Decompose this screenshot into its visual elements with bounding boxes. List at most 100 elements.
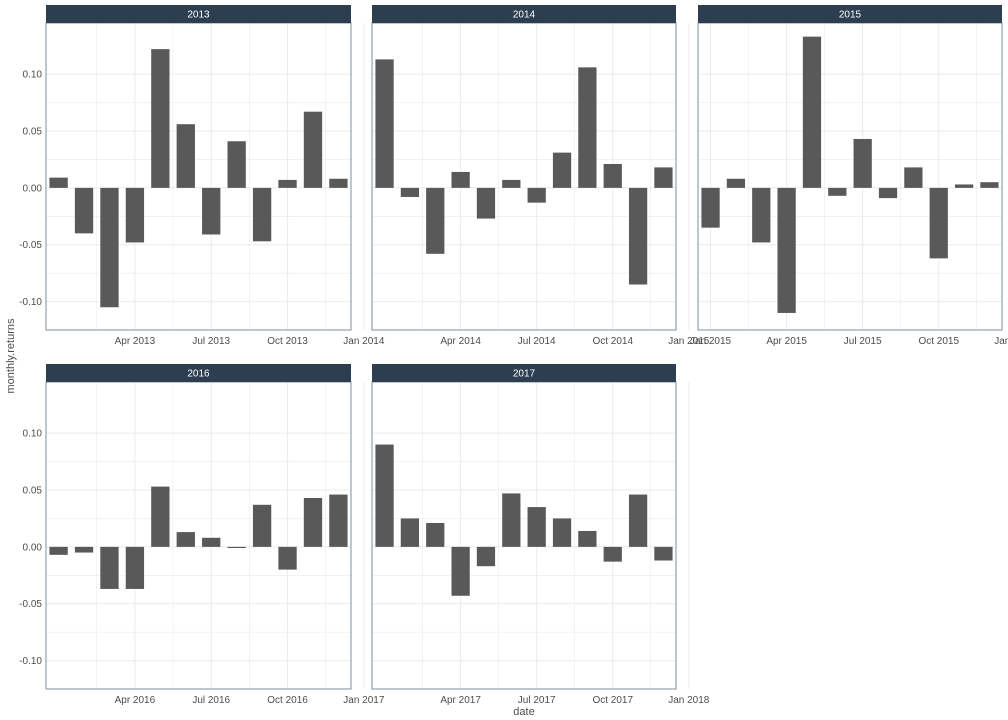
bar-2013-06 — [176, 124, 195, 188]
x-tick-label: Oct 2014 — [592, 336, 633, 347]
y-tick-label: 0.05 — [23, 486, 43, 497]
bar-2015-06 — [828, 187, 847, 196]
bar-2016-03 — [100, 546, 119, 589]
y-tick-label: -0.05 — [19, 240, 42, 251]
x-tick-label: Apr 2016 — [115, 695, 156, 706]
bar-2015-08 — [878, 187, 898, 199]
bar-2013-07 — [202, 187, 221, 235]
y-tick-label: 0.10 — [23, 70, 43, 81]
bar-2015-07 — [853, 138, 872, 188]
bar-2015-05 — [802, 36, 822, 188]
bar-2016-11 — [303, 497, 323, 547]
facet-strip-label: 2014 — [513, 10, 536, 21]
y-tick-label: 0.10 — [23, 429, 43, 440]
bar-2014-09 — [578, 67, 597, 188]
x-tick-label: Jan 2014 — [343, 336, 385, 347]
bar-2017-01 — [375, 444, 394, 547]
x-tick-label: Apr 2014 — [440, 336, 481, 347]
bar-2017-11 — [628, 494, 648, 547]
facet-strip-label: 2017 — [513, 369, 536, 380]
x-tick-label: Jan 2017 — [343, 695, 385, 706]
bar-2014-07 — [527, 187, 546, 203]
bar-2015-11 — [954, 184, 974, 188]
x-tick-label: Jul 2013 — [192, 336, 230, 347]
bar-2014-05 — [476, 187, 496, 219]
y-tick-label: -0.05 — [19, 599, 42, 610]
x-axis-title: date — [513, 706, 534, 718]
x-tick-label: Jul 2017 — [518, 695, 556, 706]
bar-2016-10 — [278, 546, 297, 570]
bar-2013-10 — [278, 179, 297, 188]
y-tick-label: -0.10 — [19, 297, 42, 308]
bar-2014-10 — [603, 163, 622, 188]
bar-2014-02 — [400, 187, 420, 197]
facet-panel-2016: 2016 0.10 0.05 0.00 -0.05 -0.10 Apr 2016 Jul 20… — [19, 364, 385, 706]
facet-strip-label: 2015 — [839, 10, 862, 21]
bar-2013-02 — [74, 187, 94, 234]
bar-2014-04 — [451, 171, 470, 188]
bar-2013-03 — [100, 187, 119, 308]
facet-strip — [46, 5, 351, 23]
facet-strip — [698, 5, 1002, 23]
y-tick-label: 0.05 — [23, 127, 43, 138]
bar-2014-03 — [426, 187, 445, 254]
bar-2016-05 — [151, 486, 170, 547]
bar-2015-04 — [777, 187, 796, 313]
y-tick-label: 0.00 — [23, 183, 43, 194]
x-tick-label: Jan 2015 — [690, 336, 732, 347]
x-tick-label: Apr 2017 — [440, 695, 481, 706]
bar-2017-09 — [578, 530, 597, 547]
x-tick-label: Oct 2015 — [918, 336, 959, 347]
bar-2017-12 — [654, 546, 673, 561]
facet-panel-2017: 2017 Apr 2017 Jul 2017 Oct 2017 Jan 2018 — [371, 364, 710, 706]
bar-2016-12 — [329, 494, 348, 547]
bar-2016-01 — [49, 546, 68, 555]
facet-strip — [372, 5, 676, 23]
x-tick-label: Jan 2016 — [994, 336, 1008, 347]
x-tick-label: Oct 2016 — [267, 695, 308, 706]
x-tick-label: Oct 2017 — [592, 695, 633, 706]
x-tick-label: Jul 2014 — [518, 336, 556, 347]
y-tick-label: 0.00 — [23, 542, 43, 553]
bar-2015-09 — [904, 167, 923, 188]
bar-2017-02 — [400, 518, 420, 547]
bar-2013-11 — [303, 111, 323, 188]
bar-2013-09 — [252, 187, 272, 242]
bar-2017-10 — [603, 546, 622, 562]
panel-border — [697, 22, 1003, 331]
bar-2015-12 — [980, 182, 999, 188]
bar-2014-11 — [628, 187, 648, 285]
bar-2014-01 — [375, 59, 394, 188]
bar-2015-02 — [726, 178, 746, 188]
facet-panel-2013: 2013 0.10 0.05 0.00 -0.05 -0.10 Apr 2013 Jul 20… — [19, 5, 385, 347]
bar-2015-10 — [929, 187, 948, 259]
x-tick-label: Apr 2015 — [766, 336, 807, 347]
bar-2013-01 — [49, 177, 68, 188]
bar-2013-05 — [151, 49, 170, 188]
bar-2017-07 — [527, 507, 546, 547]
bar-2015-01 — [701, 187, 720, 228]
y-axis-title: monthly.returns — [5, 318, 17, 393]
bar-2017-05 — [476, 546, 496, 567]
bar-2014-06 — [502, 179, 521, 188]
x-tick-label: Jan 2015 — [668, 336, 710, 347]
x-tick-label: Apr 2013 — [115, 336, 156, 347]
bar-2013-04 — [125, 187, 145, 243]
bar-2016-04 — [125, 546, 145, 589]
bar-2016-06 — [176, 532, 195, 547]
facet-strip-label: 2013 — [187, 10, 210, 21]
bar-2016-02 — [74, 546, 94, 553]
facet-strip-label: 2016 — [187, 369, 210, 380]
x-tick-label: Jul 2015 — [844, 336, 882, 347]
bar-2017-03 — [426, 522, 445, 547]
facet-strip — [46, 364, 351, 382]
bar-2013-12 — [329, 178, 348, 188]
bar-2013-08 — [227, 141, 246, 188]
facet-panel-2014: 2014 Apr 2014 Jul 2014 Oct 2014 Jan 2015 — [371, 5, 710, 347]
bar-2015-03 — [752, 187, 771, 243]
bar-2016-08 — [227, 546, 246, 549]
bar-2016-07 — [202, 537, 221, 547]
bar-2016-09 — [252, 504, 272, 547]
bar-2014-12 — [654, 167, 673, 188]
